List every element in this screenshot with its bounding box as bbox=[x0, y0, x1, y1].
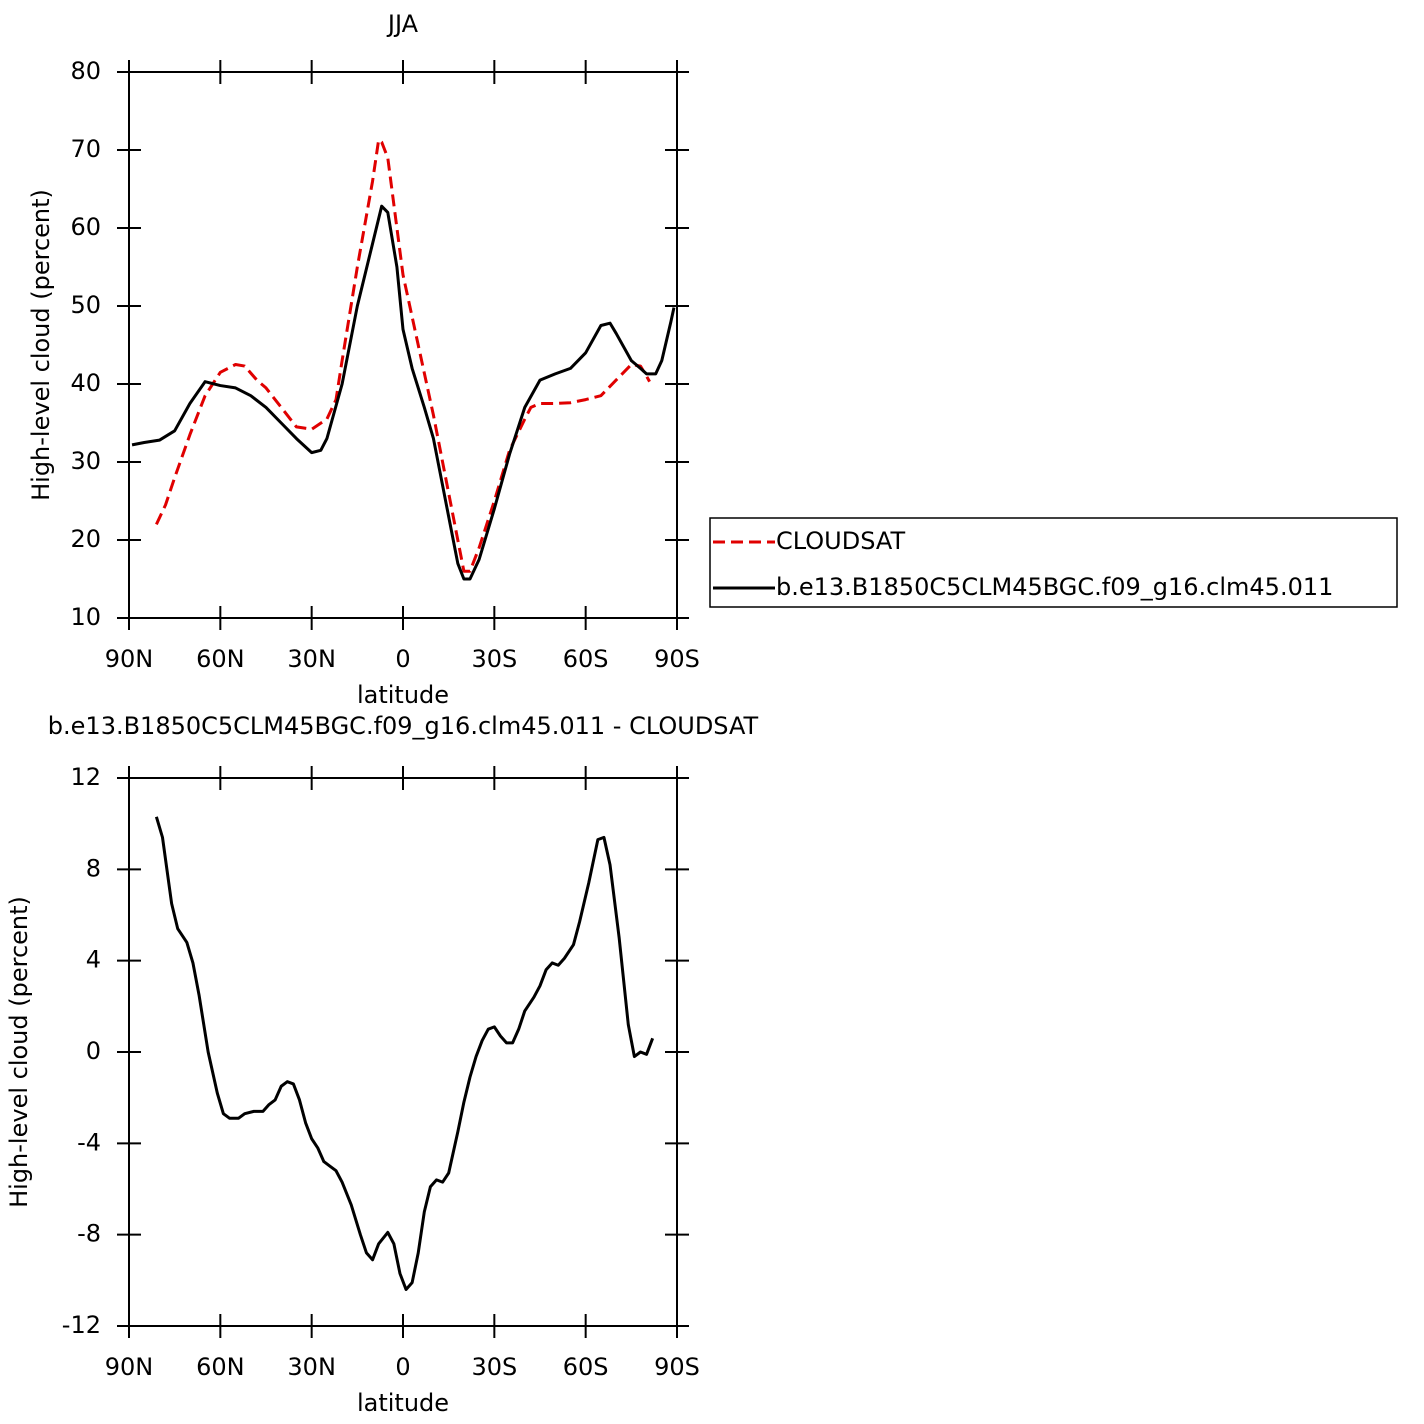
y-tick-label: 8 bbox=[86, 854, 101, 882]
x-tick-label: 90S bbox=[654, 1353, 700, 1381]
y-tick-label: -12 bbox=[62, 1311, 101, 1339]
y-tick-label: 70 bbox=[70, 135, 101, 163]
legend: CLOUDSAT b.e13.B1850C5CLM45BGC.f09_g16.cl… bbox=[709, 517, 1398, 608]
x-tick-label: 30S bbox=[471, 1353, 517, 1381]
x-tick-label: 60N bbox=[196, 645, 245, 673]
legend-label: b.e13.B1850C5CLM45BGC.f09_g16.clm45.011 bbox=[776, 573, 1333, 601]
y-tick-label: -8 bbox=[77, 1220, 101, 1248]
x-tick-label: 0 bbox=[395, 1353, 410, 1381]
y-tick-label: 12 bbox=[70, 763, 101, 791]
x-tick-label: 30N bbox=[287, 1353, 336, 1381]
y-tick-label: -4 bbox=[77, 1128, 101, 1156]
series-line bbox=[131, 204, 676, 581]
x-tick-label: 30N bbox=[287, 645, 336, 673]
series-line bbox=[155, 138, 651, 573]
x-axis-label: latitude bbox=[357, 1389, 449, 1417]
y-tick-label: 10 bbox=[70, 603, 101, 631]
y-axis-label: High-level cloud (percent) bbox=[5, 896, 33, 1208]
y-tick-label: 80 bbox=[70, 57, 101, 85]
legend-box bbox=[709, 517, 1398, 608]
y-tick-label: 4 bbox=[86, 946, 101, 974]
chart-title: b.e13.B1850C5CLM45BGC.f09_g16.clm45.011 … bbox=[48, 712, 759, 740]
x-tick-label: 30S bbox=[471, 645, 517, 673]
x-tick-label: 60S bbox=[563, 645, 609, 673]
y-tick-label: 50 bbox=[70, 291, 101, 319]
x-tick-label: 90S bbox=[654, 645, 700, 673]
y-tick-label: 40 bbox=[70, 369, 101, 397]
x-tick-label: 60N bbox=[196, 1353, 245, 1381]
x-axis-label: latitude bbox=[357, 681, 449, 709]
plot-frame bbox=[128, 71, 678, 619]
x-tick-label: 90N bbox=[105, 1353, 154, 1381]
y-axis-label: High-level cloud (percent) bbox=[27, 189, 55, 501]
x-tick-label: 90N bbox=[105, 645, 154, 673]
legend-label: CLOUDSAT bbox=[776, 527, 905, 555]
y-tick-label: 20 bbox=[70, 525, 101, 553]
y-tick-label: 60 bbox=[70, 213, 101, 241]
x-tick-label: 0 bbox=[395, 645, 410, 673]
series-line bbox=[154, 816, 655, 1291]
x-tick-label: 60S bbox=[563, 1353, 609, 1381]
y-tick-label: 30 bbox=[70, 447, 101, 475]
y-tick-label: 0 bbox=[86, 1037, 101, 1065]
chart-title: JJA bbox=[386, 10, 419, 38]
